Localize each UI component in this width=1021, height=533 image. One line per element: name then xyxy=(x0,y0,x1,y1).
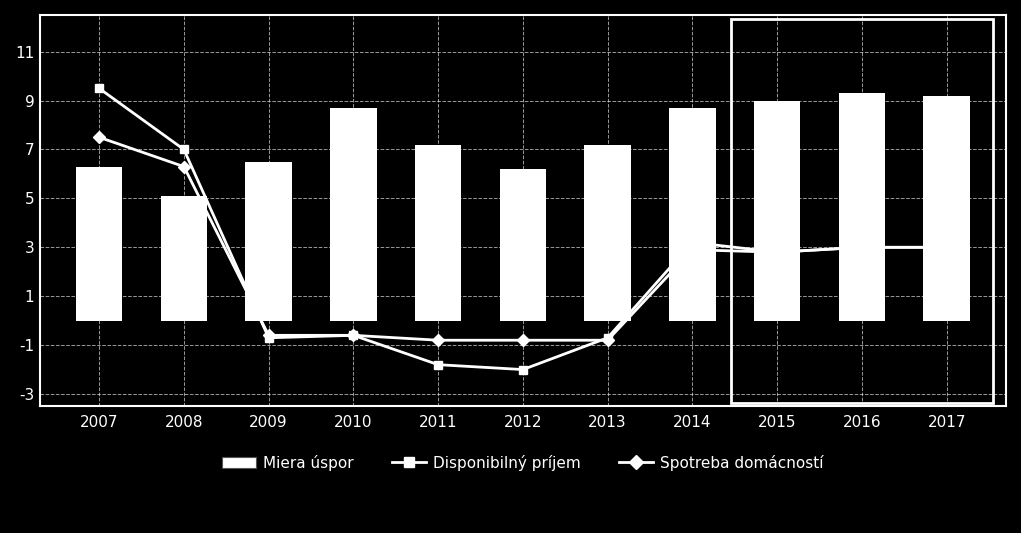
Bar xyxy=(160,196,207,321)
Bar xyxy=(669,108,716,321)
Bar xyxy=(838,93,885,321)
Bar xyxy=(499,169,546,321)
Bar xyxy=(245,161,292,321)
Bar xyxy=(415,144,461,321)
Bar xyxy=(76,167,123,321)
Bar xyxy=(753,101,800,321)
Bar xyxy=(330,108,377,321)
Bar xyxy=(923,96,970,321)
Legend: Miera úspor, Disponibilný príjem, Spotreba domácností: Miera úspor, Disponibilný príjem, Spotre… xyxy=(215,449,830,477)
Bar xyxy=(584,144,631,321)
Bar xyxy=(731,19,993,402)
